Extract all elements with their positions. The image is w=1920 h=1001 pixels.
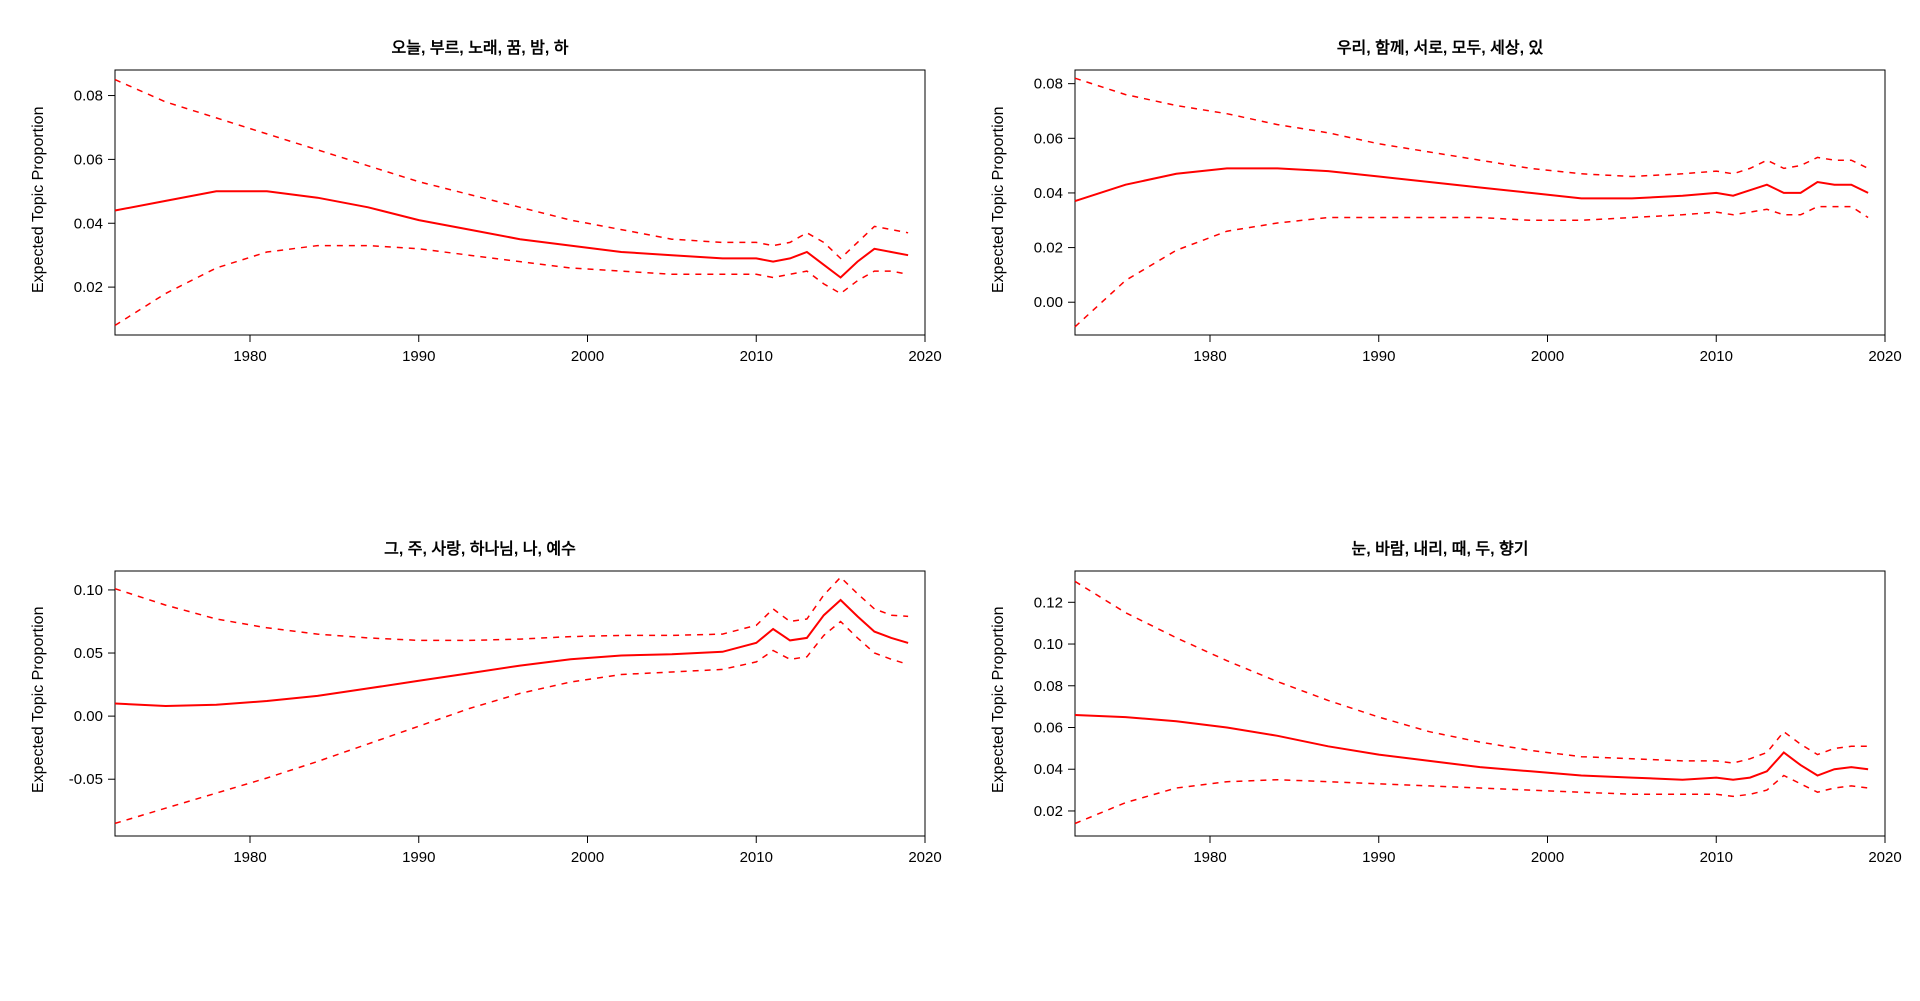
upper-band: [1075, 581, 1868, 763]
y-tick-label: 0.10: [74, 581, 103, 598]
mean-line: [115, 191, 908, 277]
y-tick-label: 0.08: [1034, 677, 1063, 694]
x-tick-label: 1980: [233, 849, 266, 866]
chart-svg: 1980 1990 2000 2010 2020 -0.05 0.00 0.05 0.10: [0, 501, 960, 1001]
x-tick-label: 1990: [1362, 348, 1395, 365]
x-tick-label: 2010: [740, 849, 773, 866]
x-tick-label: 2000: [1531, 348, 1564, 365]
upper-band: [115, 577, 908, 640]
y-tick-label: 0.08: [1034, 76, 1063, 93]
x-tick-label: 1980: [1193, 849, 1226, 866]
lower-band: [1075, 775, 1868, 823]
chart-panel-1: 우리, 함께, 서로, 모두, 세상, 있 Expected Topic Prop…: [960, 0, 1920, 501]
y-axis-label: Expected Topic Proportion: [990, 607, 1008, 793]
y-tick-label: 0.04: [1034, 185, 1063, 202]
upper-band: [115, 80, 908, 259]
mean-line: [1075, 168, 1868, 201]
x-tick-label: 2000: [1531, 849, 1564, 866]
y-tick-label: 0.02: [1034, 802, 1063, 819]
chart-svg: 1980 1990 2000 2010 2020 0.02 0.04 0.06 0.08: [0, 0, 960, 501]
y-tick-label: 0.08: [74, 88, 103, 105]
chart-panel-2: 그, 주, 사랑, 하나님, 나, 예수 Expected Topic Propo…: [0, 501, 960, 1001]
y-tick-label: 0.00: [1034, 294, 1063, 311]
chart-grid: 오늘, 부르, 노래, 꿈, 밤, 하 Expected Topic Propor…: [0, 0, 1920, 1001]
y-tick-label: 0.05: [74, 645, 103, 662]
y-tick-label: 0.10: [1034, 636, 1063, 653]
y-tick-label: 0.12: [1034, 594, 1063, 611]
y-tick-label: -0.05: [69, 771, 103, 788]
chart-title: 우리, 함께, 서로, 모두, 세상, 있: [960, 34, 1920, 58]
y-axis-label: Expected Topic Proportion: [30, 106, 48, 292]
chart-panel-0: 오늘, 부르, 노래, 꿈, 밤, 하 Expected Topic Propor…: [0, 0, 960, 501]
plot-border: [115, 70, 925, 335]
upper-band: [1075, 78, 1868, 176]
chart-svg: 1980 1990 2000 2010 2020 0.00 0.02 0.04 0.06 0.08: [960, 0, 1920, 501]
x-tick-label: 1990: [1362, 849, 1395, 866]
chart-title: 오늘, 부르, 노래, 꿈, 밤, 하: [0, 34, 960, 58]
x-tick-label: 2020: [908, 849, 941, 866]
lower-band: [1075, 207, 1868, 327]
y-tick-label: 0.06: [74, 151, 103, 168]
y-tick-label: 0.04: [1034, 761, 1063, 778]
chart-title: 눈, 바람, 내리, 때, 두, 향기: [960, 535, 1920, 559]
y-tick-label: 0.00: [74, 708, 103, 725]
y-tick-label: 0.06: [1034, 719, 1063, 736]
plot-border: [1075, 571, 1885, 836]
y-tick-label: 0.02: [74, 279, 103, 296]
x-tick-label: 1980: [233, 348, 266, 365]
x-tick-label: 2010: [1700, 849, 1733, 866]
y-tick-label: 0.04: [74, 215, 103, 232]
x-tick-label: 2010: [740, 348, 773, 365]
x-tick-label: 2020: [908, 348, 941, 365]
x-tick-label: 1980: [1193, 348, 1226, 365]
x-tick-label: 2000: [571, 849, 604, 866]
lower-band: [115, 621, 908, 823]
x-tick-label: 2010: [1700, 348, 1733, 365]
chart-title: 그, 주, 사랑, 하나님, 나, 예수: [0, 535, 960, 559]
mean-line: [1075, 715, 1868, 780]
chart-svg: 1980 1990 2000 2010 2020 0.02 0.04 0.06 0.08 0.10…: [960, 501, 1920, 1001]
x-tick-label: 2000: [571, 348, 604, 365]
y-axis-label: Expected Topic Proportion: [990, 106, 1008, 292]
x-tick-label: 2020: [1868, 849, 1901, 866]
chart-panel-3: 눈, 바람, 내리, 때, 두, 향기 Expected Topic Propor…: [960, 501, 1920, 1001]
y-tick-label: 0.02: [1034, 240, 1063, 257]
plot-border: [1075, 70, 1885, 335]
x-tick-label: 1990: [402, 849, 435, 866]
x-tick-label: 2020: [1868, 348, 1901, 365]
y-axis-label: Expected Topic Proportion: [30, 607, 48, 793]
x-tick-label: 1990: [402, 348, 435, 365]
y-tick-label: 0.06: [1034, 130, 1063, 147]
mean-line: [115, 600, 908, 706]
